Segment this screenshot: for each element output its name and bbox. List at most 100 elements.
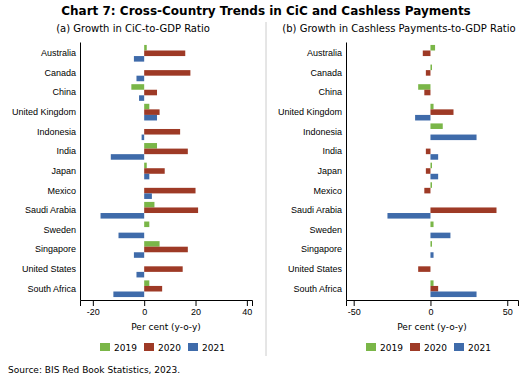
legend-item: 2019 <box>366 343 403 353</box>
bar <box>144 193 152 199</box>
series <box>387 115 476 297</box>
bar <box>144 247 188 253</box>
y-tick: China <box>52 87 80 97</box>
bar <box>387 213 430 219</box>
bar <box>430 233 450 239</box>
bar <box>144 129 180 135</box>
bar <box>430 182 432 188</box>
bar <box>113 291 144 297</box>
bar <box>144 123 145 129</box>
x-axis-line <box>347 301 519 307</box>
legend-swatch <box>144 343 154 351</box>
y-tick-label: Saudi Arabia <box>291 205 342 215</box>
y-axis: Australia Canada China United Kingdom Indone… <box>12 43 81 301</box>
bar <box>144 286 162 292</box>
bar <box>430 45 435 51</box>
x-tick-mark <box>507 300 508 306</box>
legend-item: 2019 <box>100 343 137 353</box>
x-tick-label: 0 <box>428 307 433 317</box>
bar <box>144 227 145 233</box>
y-tick-label: Japan <box>51 166 76 176</box>
legend-item: 2021 <box>454 343 491 353</box>
y-tick-label: Canada <box>44 68 76 78</box>
y-tick: Sweden <box>309 225 346 235</box>
x-tick: 0 <box>142 300 147 317</box>
x-tick-label: -50 <box>348 307 361 317</box>
y-tick-label: Sweden <box>43 225 76 235</box>
bar <box>430 95 431 101</box>
bars <box>101 45 199 297</box>
x-tick-label: 50 <box>503 307 513 317</box>
chart: Chart 7: Cross-Country Trends in CiC and… <box>0 0 532 378</box>
x-tick-mark <box>93 300 94 306</box>
source: Source: BIS Red Book Statistics, 2023. <box>8 365 180 375</box>
panel: -50050AustraliaCanadaChinaUnited Kingdom… <box>278 43 519 354</box>
y-tick-label: China <box>52 87 76 97</box>
bar <box>131 84 144 90</box>
bar <box>144 163 147 169</box>
bar <box>134 252 144 258</box>
y-tick: Australia <box>307 48 346 58</box>
panel: -2002040AustraliaCanadaChinaUnited Kingd… <box>12 43 253 354</box>
legend-label: 2021 <box>468 343 491 353</box>
bar <box>430 143 431 149</box>
legend-label: 2019 <box>114 343 137 353</box>
bar <box>430 123 442 129</box>
bar <box>144 70 190 76</box>
y-tick-label: Indonesia <box>303 127 342 137</box>
bar <box>430 76 431 82</box>
y-tick: India <box>56 146 80 156</box>
bar <box>430 129 431 135</box>
y-tick-label: India <box>322 146 342 156</box>
bar <box>430 65 432 71</box>
y-tick-label: Indonesia <box>37 127 76 137</box>
bar <box>430 261 431 267</box>
y-tick: Canada <box>44 68 80 78</box>
bar <box>144 188 195 194</box>
bar <box>144 222 149 228</box>
y-tick: Saudi Arabia <box>25 205 80 215</box>
x-tick-label: 40 <box>242 307 252 317</box>
bar <box>144 45 147 51</box>
y-tick-label: China <box>318 87 342 97</box>
bar <box>119 233 145 239</box>
bar <box>430 227 431 233</box>
bar <box>430 174 438 180</box>
bar <box>430 286 438 292</box>
x-tick: 20 <box>191 300 201 317</box>
series <box>101 56 157 297</box>
bar <box>426 149 431 155</box>
legend-label: 2019 <box>380 343 403 353</box>
y-tick-label: Australia <box>307 48 342 58</box>
legend-swatch <box>188 343 198 351</box>
legend-swatch <box>366 343 376 351</box>
bar <box>430 202 431 208</box>
legend-item: 2020 <box>410 343 447 353</box>
bar <box>430 272 431 278</box>
y-tick-label: United States <box>22 264 77 274</box>
x-tick-mark <box>354 300 355 306</box>
series <box>418 51 496 292</box>
legend: 2019 2020 2021 <box>366 343 491 353</box>
y-tick: United Kingdom <box>278 107 346 117</box>
bar <box>418 84 430 90</box>
x-axis: -50 0 50 <box>347 300 519 317</box>
y-tick: Sweden <box>43 225 80 235</box>
bar <box>424 90 430 96</box>
legend-swatch <box>100 343 110 351</box>
x-axis-title: Per cent (y-o-y) <box>131 322 200 332</box>
y-tick-label: Sweden <box>309 225 342 235</box>
series <box>418 45 443 286</box>
y-tick-label: United Kingdom <box>12 107 76 117</box>
y-tick: United Kingdom <box>12 107 80 117</box>
legend: 201920202021 <box>100 343 225 353</box>
y-tick: Japan <box>51 166 80 176</box>
y-tick-label: Saudi Arabia <box>25 205 76 215</box>
y-tick: Australia <box>41 48 80 58</box>
bar <box>144 149 188 155</box>
bar <box>144 202 154 208</box>
bar <box>144 280 149 286</box>
bar <box>430 291 476 297</box>
bar <box>430 193 431 199</box>
bar <box>418 266 430 272</box>
